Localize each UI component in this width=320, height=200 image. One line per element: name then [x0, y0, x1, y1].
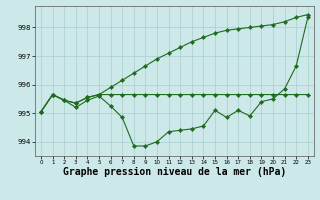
X-axis label: Graphe pression niveau de la mer (hPa): Graphe pression niveau de la mer (hPa): [63, 167, 286, 177]
